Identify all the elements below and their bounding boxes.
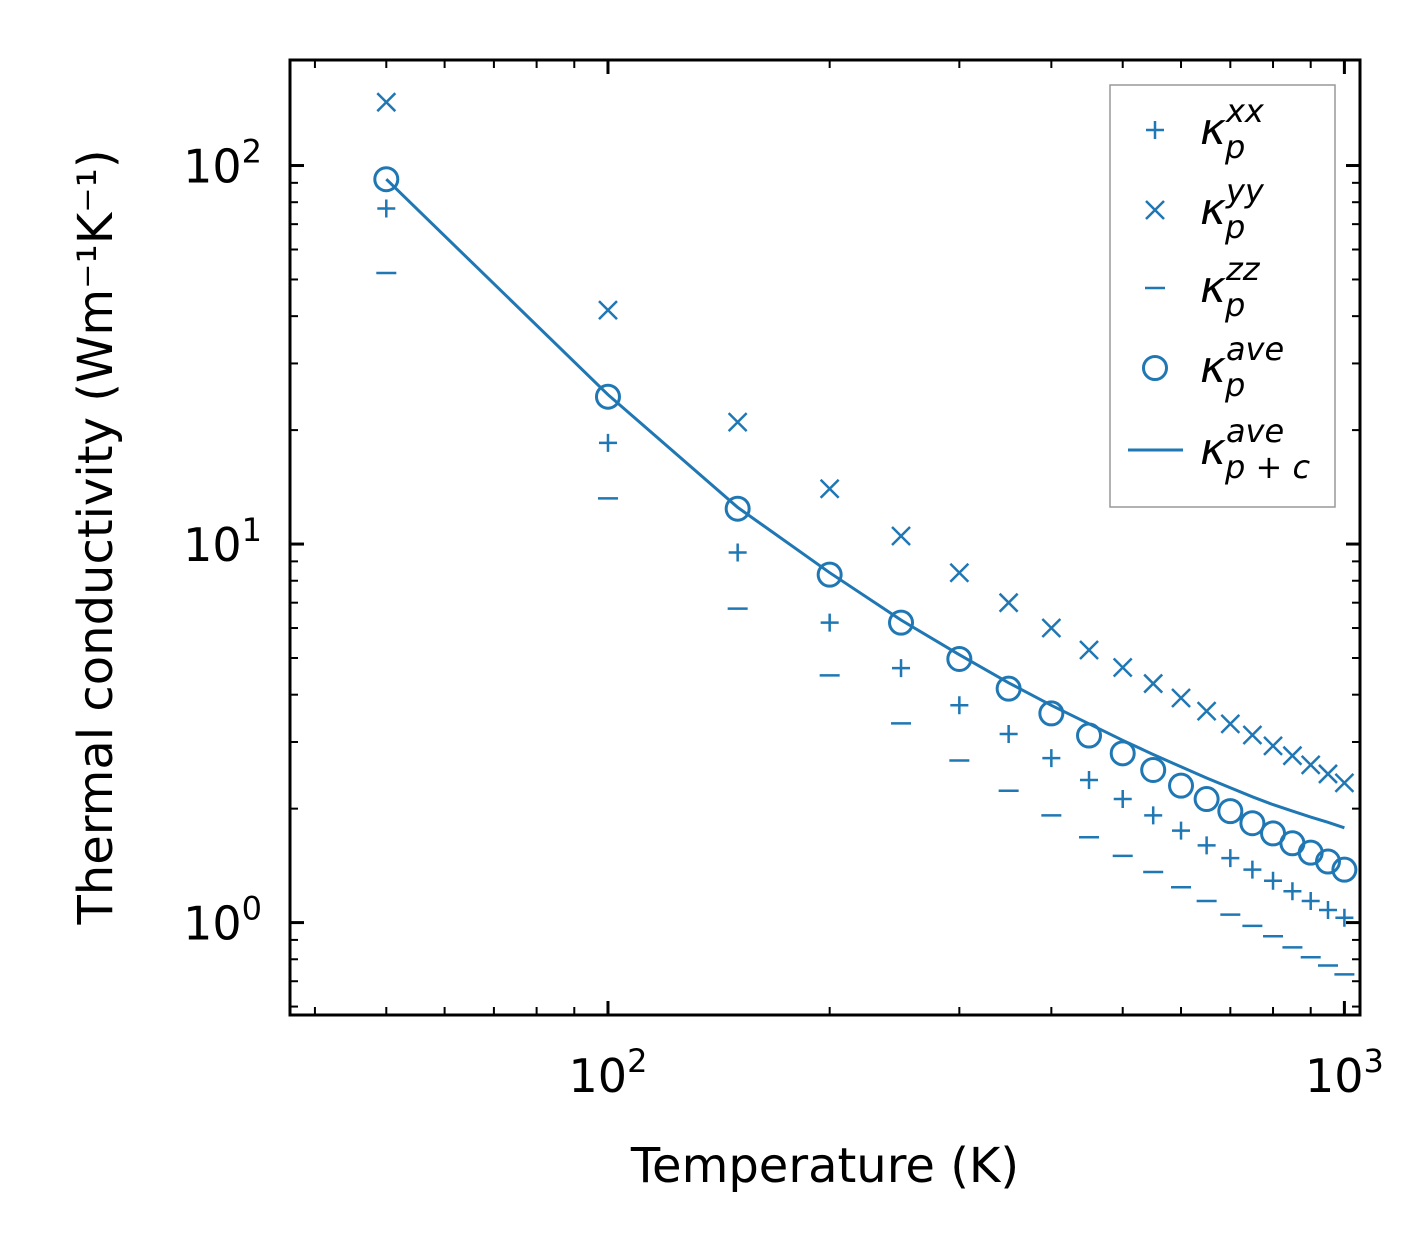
plot-frame: [288, 58, 1362, 1017]
point-xx: [892, 659, 911, 678]
point-yy: [727, 412, 748, 432]
point-yy: [1220, 713, 1241, 734]
legend-entry-zz: κzz p: [1145, 250, 1261, 324]
legend-frame: [1109, 84, 1336, 508]
legend-label: κave p + c: [1200, 412, 1310, 486]
point-xx: [1144, 806, 1163, 825]
series-ave_pc: [385, 178, 1345, 830]
point-ave: [1217, 798, 1244, 825]
point-xx: [1264, 871, 1283, 890]
point-xx: [1283, 882, 1302, 901]
point-yy: [819, 478, 840, 499]
point-yy: [1196, 701, 1217, 721]
major-ticks: [290, 60, 1360, 1015]
y-tick-label: 101: [183, 511, 262, 572]
legend-marker-ave: [1142, 355, 1168, 381]
point-yy: [1263, 735, 1283, 756]
point-xx: [950, 696, 969, 715]
point-yy: [891, 526, 911, 546]
point-yy: [1041, 618, 1062, 638]
point-xx: [1335, 908, 1354, 927]
point-ave: [888, 609, 915, 636]
legend-entry-yy: κyy p: [1145, 172, 1265, 246]
point-yy: [598, 300, 618, 320]
legend-entry-ave_pc: κave p + c: [1128, 412, 1310, 486]
point-ave: [1168, 772, 1195, 799]
point-yy: [1112, 657, 1133, 678]
point-ave: [594, 383, 621, 410]
series-yy: [376, 92, 1355, 793]
legend-entry-xx: κxx p: [1146, 92, 1265, 166]
series-zz: [376, 271, 1355, 976]
legend-label: κxx p: [1200, 92, 1265, 166]
point-yy: [1318, 764, 1338, 784]
point-yy: [1079, 640, 1099, 660]
point-yy: [998, 592, 1019, 613]
point-xx: [1197, 836, 1216, 855]
legend-label: κyy p: [1200, 172, 1265, 246]
point-ave: [946, 645, 973, 672]
point-xx: [598, 433, 617, 452]
point-ave: [816, 561, 843, 588]
point-xx: [1243, 860, 1262, 879]
series-layer: [373, 92, 1358, 976]
point-xx: [1113, 790, 1132, 809]
legend-marker-xx: [1146, 121, 1164, 139]
series-line-ave_pc: [385, 178, 1345, 830]
x-tick-label: 103: [1305, 1042, 1384, 1103]
x-axis-label: Temperature (K): [630, 1138, 1019, 1194]
tick-labels: 102 103 100 101 102: [183, 133, 1384, 1103]
point-xx: [1318, 900, 1337, 919]
series-xx: [377, 199, 1354, 927]
point-ave: [1331, 856, 1358, 883]
point-xx: [1080, 771, 1099, 790]
point-yy: [1282, 745, 1303, 766]
point-yy: [376, 92, 397, 113]
point-xx: [820, 613, 839, 632]
point-xx: [377, 199, 396, 218]
series-ave: [373, 166, 1358, 883]
point-yy: [1171, 688, 1191, 708]
y-axis-label: Thermal conductivity (Wm⁻¹K⁻¹): [68, 149, 124, 925]
point-ave: [1193, 786, 1220, 813]
point-xx: [1042, 749, 1061, 768]
point-ave: [1239, 810, 1266, 837]
point-yy: [1334, 772, 1355, 793]
point-xx: [728, 543, 747, 562]
point-ave: [373, 166, 400, 193]
legend-entry-ave: κave p: [1142, 330, 1284, 404]
point-xx: [1172, 821, 1191, 840]
point-xx: [1221, 849, 1240, 868]
point-xx: [1301, 892, 1320, 911]
y-tick-label: 102: [183, 133, 262, 194]
point-ave: [1314, 848, 1341, 875]
point-yy: [1300, 754, 1321, 775]
y-tick-label: 100: [183, 890, 262, 951]
point-ave: [1140, 756, 1167, 783]
point-ave: [1038, 700, 1065, 727]
point-yy: [949, 562, 970, 583]
point-yy: [1242, 725, 1263, 745]
point-yy: [1143, 673, 1164, 694]
legend-label: κave p: [1200, 330, 1284, 404]
point-ave: [724, 495, 751, 522]
legend-label: κzz p: [1200, 250, 1261, 324]
x-tick-label: 102: [569, 1042, 648, 1103]
legend-marker-yy: [1145, 200, 1165, 220]
point-xx: [999, 724, 1018, 743]
